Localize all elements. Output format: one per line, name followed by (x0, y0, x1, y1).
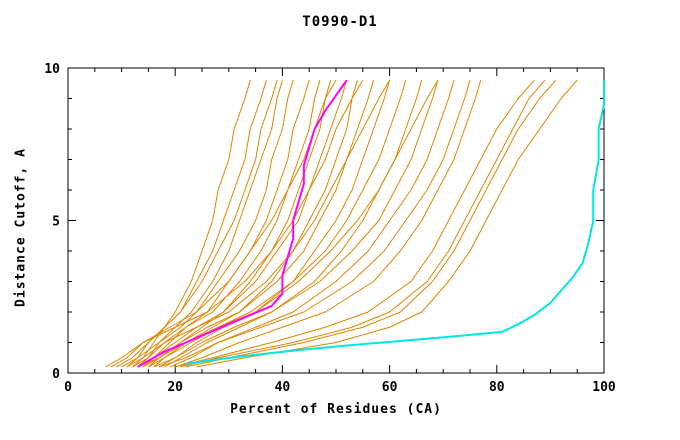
model-curve (185, 79, 557, 368)
x-tick-label: 40 (275, 380, 291, 395)
model-curve (180, 79, 546, 368)
model-curve (137, 80, 283, 368)
model-curve (142, 80, 374, 368)
model-curve (196, 79, 578, 368)
y-tick-label: 5 (52, 215, 60, 230)
x-axis-label: Percent of Residues (CA) (230, 402, 442, 417)
y-tick-label: 10 (44, 62, 60, 77)
model-curve (121, 80, 294, 368)
chart-title: T0990-D1 (302, 14, 378, 30)
x-tick-label: 100 (592, 380, 616, 395)
highlight-curve (137, 79, 348, 368)
model-curve (126, 79, 391, 368)
model-curve (105, 79, 364, 368)
model-curve (148, 80, 407, 368)
model-curve (164, 80, 423, 368)
model-curve (131, 80, 251, 368)
model-curve (126, 80, 267, 368)
model-curve (115, 80, 278, 368)
model-curve (110, 79, 337, 368)
model-curve (137, 80, 348, 368)
model-curve (158, 80, 391, 368)
x-tick-label: 20 (167, 380, 183, 395)
model-curve (175, 80, 482, 368)
x-tick-label: 80 (489, 380, 505, 395)
model-curve (175, 79, 535, 368)
x-tick-label: 0 (64, 380, 72, 395)
model-curve (158, 80, 471, 368)
best-curve (185, 80, 605, 365)
y-tick-label: 0 (52, 367, 60, 382)
model-curve (153, 80, 439, 368)
x-tick-label: 60 (382, 380, 398, 395)
